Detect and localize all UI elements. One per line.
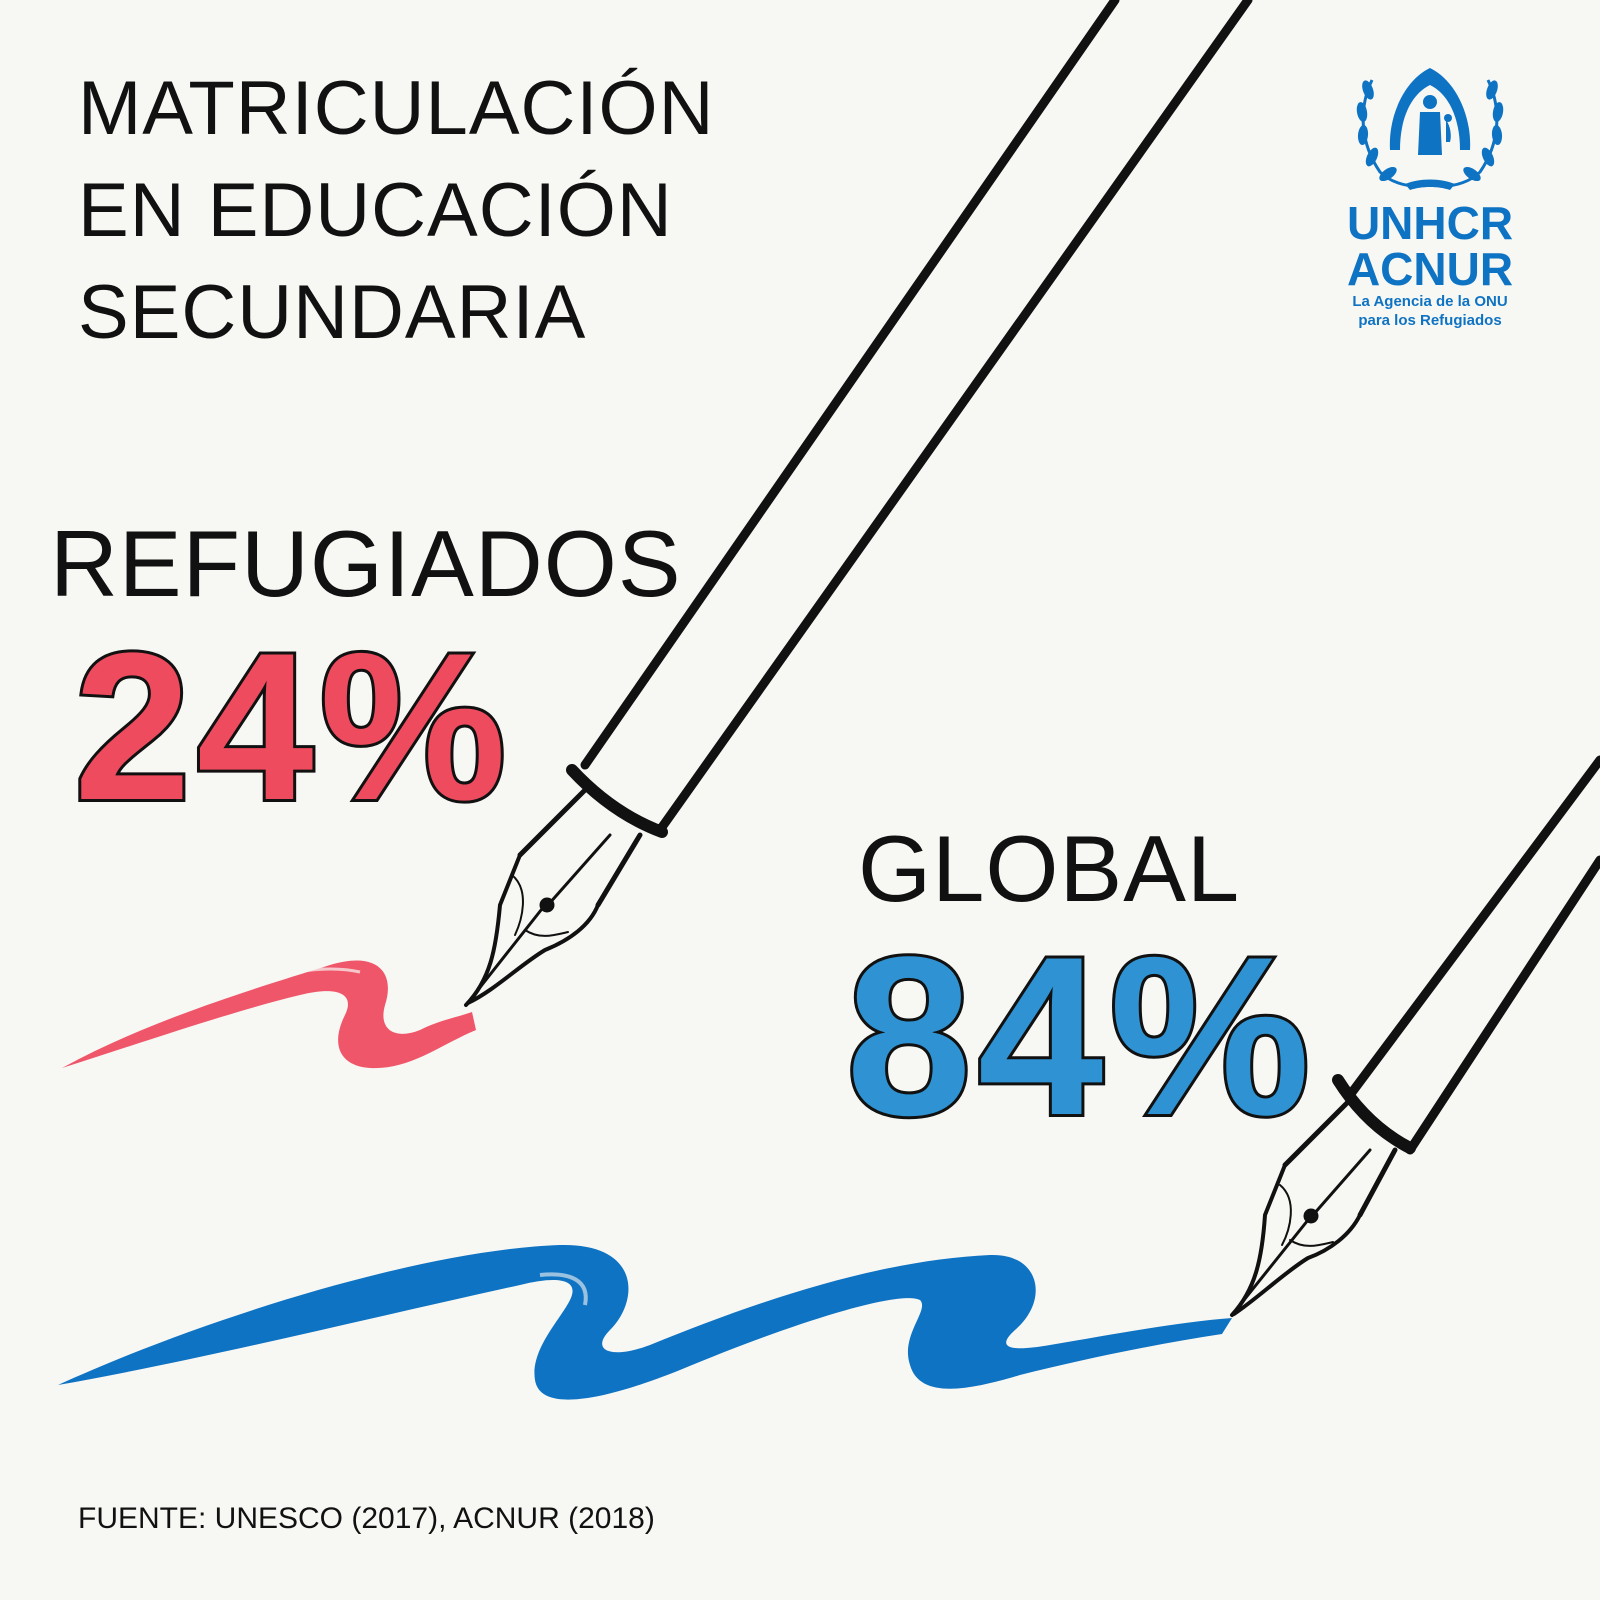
unhcr-emblem-icon — [1356, 68, 1504, 190]
logo-unhcr-text: UNHCR — [1346, 197, 1514, 249]
global-percent: 84% — [843, 906, 1317, 1165]
refugees-label: REFUGIADOS — [50, 511, 682, 616]
page-title: MATRICULACIÓN EN EDUCACIÓN SECUNDARIA — [78, 58, 778, 364]
title-line-3: SECUNDARIA — [78, 270, 587, 355]
global-label: GLOBAL — [858, 816, 1241, 921]
pink-ink-stroke — [62, 960, 476, 1069]
unhcr-logo: UNHCR ACNUR La Agencia de la ONU para lo… — [1330, 60, 1530, 329]
logo-tagline-2: para los Refugiados — [1358, 312, 1502, 329]
logo-tagline-1: La Agencia de la ONU — [1352, 293, 1508, 310]
title-line-2: EN EDUCACIÓN — [78, 168, 673, 253]
blue-ink-stroke — [58, 1244, 1232, 1400]
logo-acnur-text: ACNUR — [1346, 243, 1514, 295]
source-note: FUENTE: UNESCO (2017), ACNUR (2018) — [78, 1502, 655, 1535]
refugees-percent: 24% — [71, 606, 513, 847]
title-line-1: MATRICULACIÓN — [78, 66, 715, 151]
